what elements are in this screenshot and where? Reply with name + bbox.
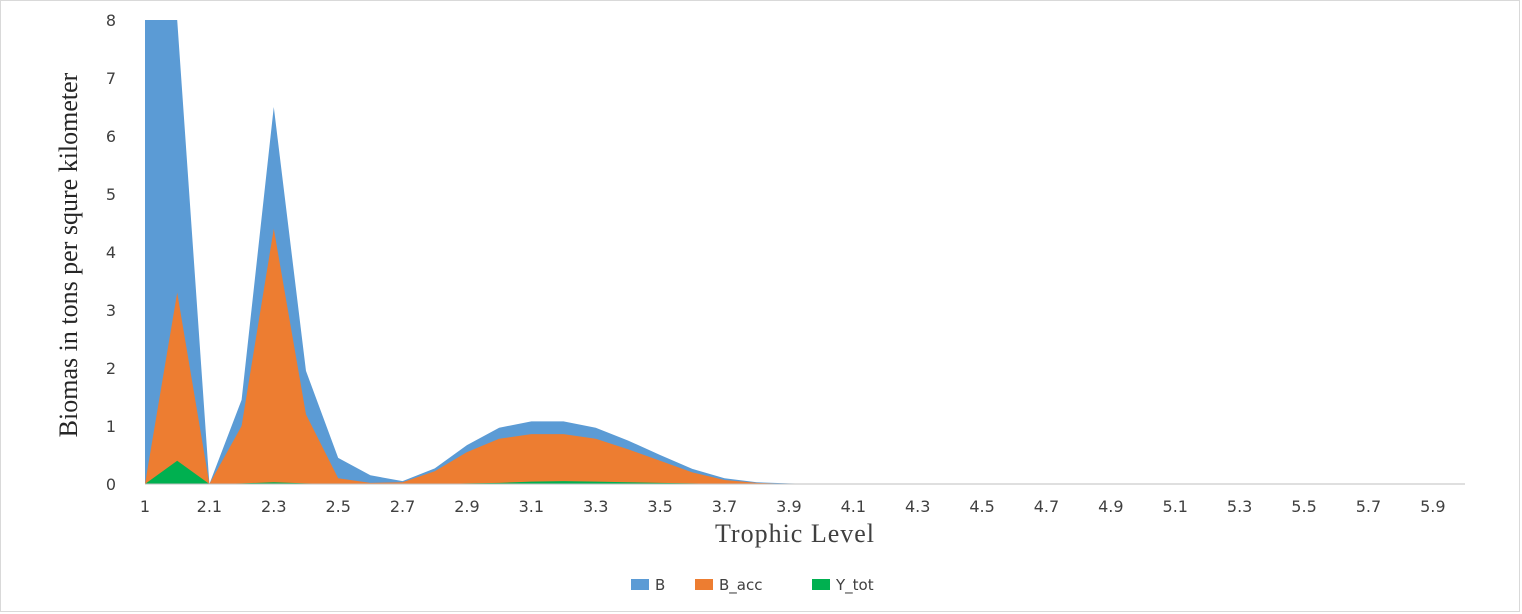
- legend-label: B: [655, 576, 665, 594]
- x-tick-label: 2.7: [390, 497, 415, 516]
- y-tick-label: 0: [106, 475, 116, 494]
- x-tick-label: 5.1: [1163, 497, 1188, 516]
- x-tick-label: 4.5: [969, 497, 994, 516]
- x-tick-label: 4.3: [905, 497, 930, 516]
- x-tick-label: 3.5: [647, 497, 672, 516]
- y-tick-label: 4: [106, 243, 116, 262]
- x-axis-ticks: 1 2.1 2.3 2.5 2.7 2.9 3.1 3.3 3.5 3.7 3.9 4.1 4.3 4.5…: [140, 497, 1446, 516]
- y-tick-label: 7: [106, 69, 116, 88]
- x-tick-label: 4.9: [1098, 497, 1123, 516]
- legend-swatch: [695, 579, 713, 590]
- x-axis-title: Trophic Level: [715, 519, 875, 548]
- x-tick-label: 5.7: [1356, 497, 1381, 516]
- y-tick-label: 1: [106, 417, 116, 436]
- y-axis-ticks: 0 1 2 3 4 5 6 7 8: [106, 11, 116, 494]
- legend-label: B_acc: [719, 576, 762, 595]
- legend: B B_acc Y_tot: [631, 576, 874, 595]
- legend-swatch: [631, 579, 649, 590]
- legend-item: B: [631, 576, 665, 594]
- y-tick-label: 3: [106, 301, 116, 320]
- x-tick-label: 4.7: [1034, 497, 1059, 516]
- y-tick-label: 8: [106, 11, 116, 30]
- x-tick-label: 2.1: [197, 497, 222, 516]
- x-tick-label: 5.3: [1227, 497, 1252, 516]
- area-series-b: [145, 20, 1465, 484]
- x-tick-label: 3.3: [583, 497, 608, 516]
- legend-item: Y_tot: [812, 576, 874, 595]
- legend-item: B_acc: [695, 576, 762, 595]
- legend-swatch: [812, 579, 830, 590]
- x-tick-label: 2.9: [454, 497, 479, 516]
- x-tick-label: 3.7: [712, 497, 737, 516]
- x-tick-label: 4.1: [841, 497, 866, 516]
- y-tick-label: 5: [106, 185, 116, 204]
- x-tick-label: 5.9: [1420, 497, 1445, 516]
- x-tick-label: 3.1: [519, 497, 544, 516]
- series-areas: [145, 20, 1465, 484]
- x-tick-label: 3.9: [776, 497, 801, 516]
- x-tick-label: 1: [140, 497, 150, 516]
- x-tick-label: 2.3: [261, 497, 286, 516]
- legend-label: Y_tot: [835, 576, 874, 595]
- x-tick-label: 2.5: [325, 497, 350, 516]
- x-tick-label: 5.5: [1291, 497, 1316, 516]
- y-axis-title: Biomas in tons per squre kilometer: [54, 72, 83, 437]
- area-series-b-acc: [145, 228, 1465, 484]
- y-tick-label: 2: [106, 359, 116, 378]
- y-tick-label: 6: [106, 127, 116, 146]
